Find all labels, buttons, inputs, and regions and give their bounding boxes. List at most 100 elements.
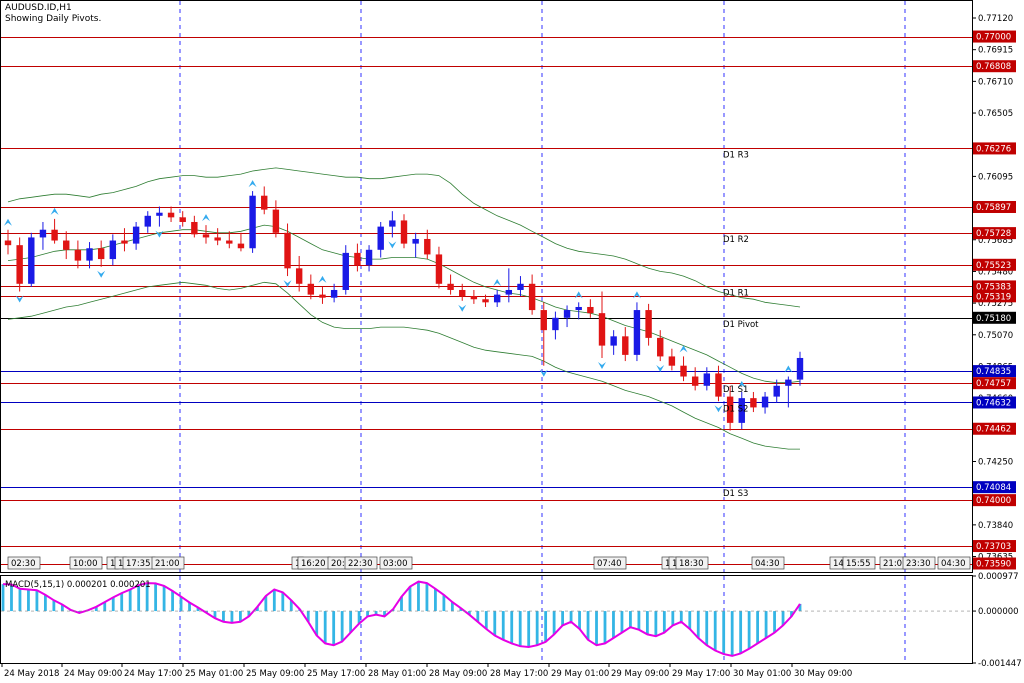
macd-bar — [501, 611, 505, 640]
fractal-down — [714, 405, 723, 413]
macd-bar — [188, 602, 191, 612]
time-marker-label: 23:30 — [906, 559, 931, 569]
price-box — [973, 396, 1016, 409]
chart-title-block: AUDUSD.ID,H1 Showing Daily Pivots. — [5, 3, 101, 25]
time-marker-label: 1 — [118, 559, 123, 569]
macd-bar — [425, 583, 429, 612]
time-tick-label: 30 May 01:00 — [733, 669, 791, 679]
candle-body — [459, 289, 466, 297]
fractal-up — [574, 291, 583, 299]
macd-bar — [722, 611, 726, 655]
macd-bar — [18, 588, 22, 612]
macd-bar — [27, 589, 30, 612]
price-box-label: 0.75319 — [976, 292, 1011, 302]
price-tick-label: 0.75070 — [978, 331, 1013, 341]
candle-body — [761, 396, 769, 408]
macd-bar — [790, 611, 793, 617]
candle-body — [691, 376, 699, 386]
macd-bar — [230, 611, 234, 623]
time-tick-label: 28 May 09:00 — [429, 669, 487, 679]
macd-bar — [527, 611, 531, 647]
macd-bar — [35, 590, 39, 612]
candle-body — [447, 283, 454, 290]
price-box — [973, 481, 1016, 494]
macd-bar — [162, 585, 166, 612]
macd-bar — [544, 611, 548, 642]
time-marker-box — [751, 556, 785, 570]
candle-body — [74, 249, 82, 261]
time-tick-label: 28 May 01:00 — [368, 669, 426, 679]
macd-bar — [484, 611, 488, 630]
fractal-up — [248, 180, 257, 188]
macd-bar — [798, 603, 802, 612]
price-box-label: 0.75180 — [976, 314, 1011, 324]
pivot-label: D1 S3 — [723, 489, 748, 499]
candle-body — [132, 226, 140, 244]
macd-bar — [374, 611, 378, 615]
macd-bar — [679, 611, 683, 622]
pivot-subtitle: Showing Daily Pivots. — [5, 14, 102, 24]
candle-body — [16, 245, 23, 284]
macd-bar — [357, 611, 361, 624]
price-tick-label: 0.75275 — [978, 299, 1013, 309]
macd-bar — [739, 611, 743, 654]
macd-axis: 0.000977 0.000000 -0.001447 — [972, 572, 1022, 669]
price-tick-label: 0.75480 — [978, 267, 1013, 277]
candle-body — [750, 398, 757, 408]
price-tick-label: 0.73840 — [978, 521, 1013, 531]
macd-bar — [128, 589, 132, 612]
price-box-label: 0.75728 — [976, 229, 1011, 239]
price-tick-label: 0.76915 — [978, 46, 1013, 56]
macd-tick-label: 0.000000 — [978, 607, 1019, 617]
macd-bar — [1, 584, 5, 612]
candle-body — [249, 195, 256, 249]
time-axis: 24 May 2018 24 May 09:00 24 May 17:00 25 Ma… — [1, 663, 852, 679]
macd-bar — [629, 611, 632, 628]
macd-bar — [255, 606, 259, 612]
time-marker-box — [7, 556, 41, 570]
price-box — [973, 227, 1016, 240]
time-marker-box — [344, 556, 378, 570]
macd-bar — [713, 611, 717, 651]
macd-bar — [10, 584, 13, 612]
macd-bar — [688, 611, 692, 630]
macd-bar — [671, 611, 675, 626]
candle-body — [738, 398, 745, 423]
macd-signal-line — [2, 580, 801, 657]
macd-bar — [442, 594, 446, 612]
macd-bar — [459, 608, 463, 612]
candle-body — [587, 306, 594, 314]
price-box-label: 0.73703 — [976, 542, 1011, 552]
candle-body — [540, 310, 547, 331]
fractal-down — [539, 369, 548, 377]
candle-body — [261, 195, 268, 210]
price-box — [973, 290, 1016, 303]
candle-body — [575, 306, 582, 311]
macd-bar — [171, 590, 174, 612]
macd-tick-label: -0.001447 — [978, 659, 1022, 669]
candle-body — [191, 221, 198, 235]
candle-body — [389, 220, 396, 227]
candle-body — [622, 336, 629, 355]
candle-body — [156, 212, 163, 216]
candle-body — [354, 252, 361, 266]
time-marker-label: 04:30 — [941, 559, 966, 569]
candle-body — [144, 215, 151, 227]
time-marker-box — [937, 556, 971, 570]
candle-body — [505, 289, 513, 295]
macd-bar — [111, 597, 115, 612]
price-box-label: 0.74462 — [976, 425, 1011, 435]
candlesticks — [4, 186, 804, 431]
candle-body — [63, 240, 70, 250]
candle-body — [680, 365, 687, 377]
price-box — [973, 30, 1016, 43]
macd-bar — [467, 611, 471, 615]
fractal-up — [737, 380, 746, 388]
macd-bar — [213, 611, 217, 619]
fractal-down — [388, 241, 397, 249]
price-tick-label: 0.76095 — [978, 172, 1013, 182]
price-box — [973, 540, 1016, 553]
time-marker-label: 18:30 — [679, 559, 704, 569]
price-box — [973, 377, 1016, 390]
